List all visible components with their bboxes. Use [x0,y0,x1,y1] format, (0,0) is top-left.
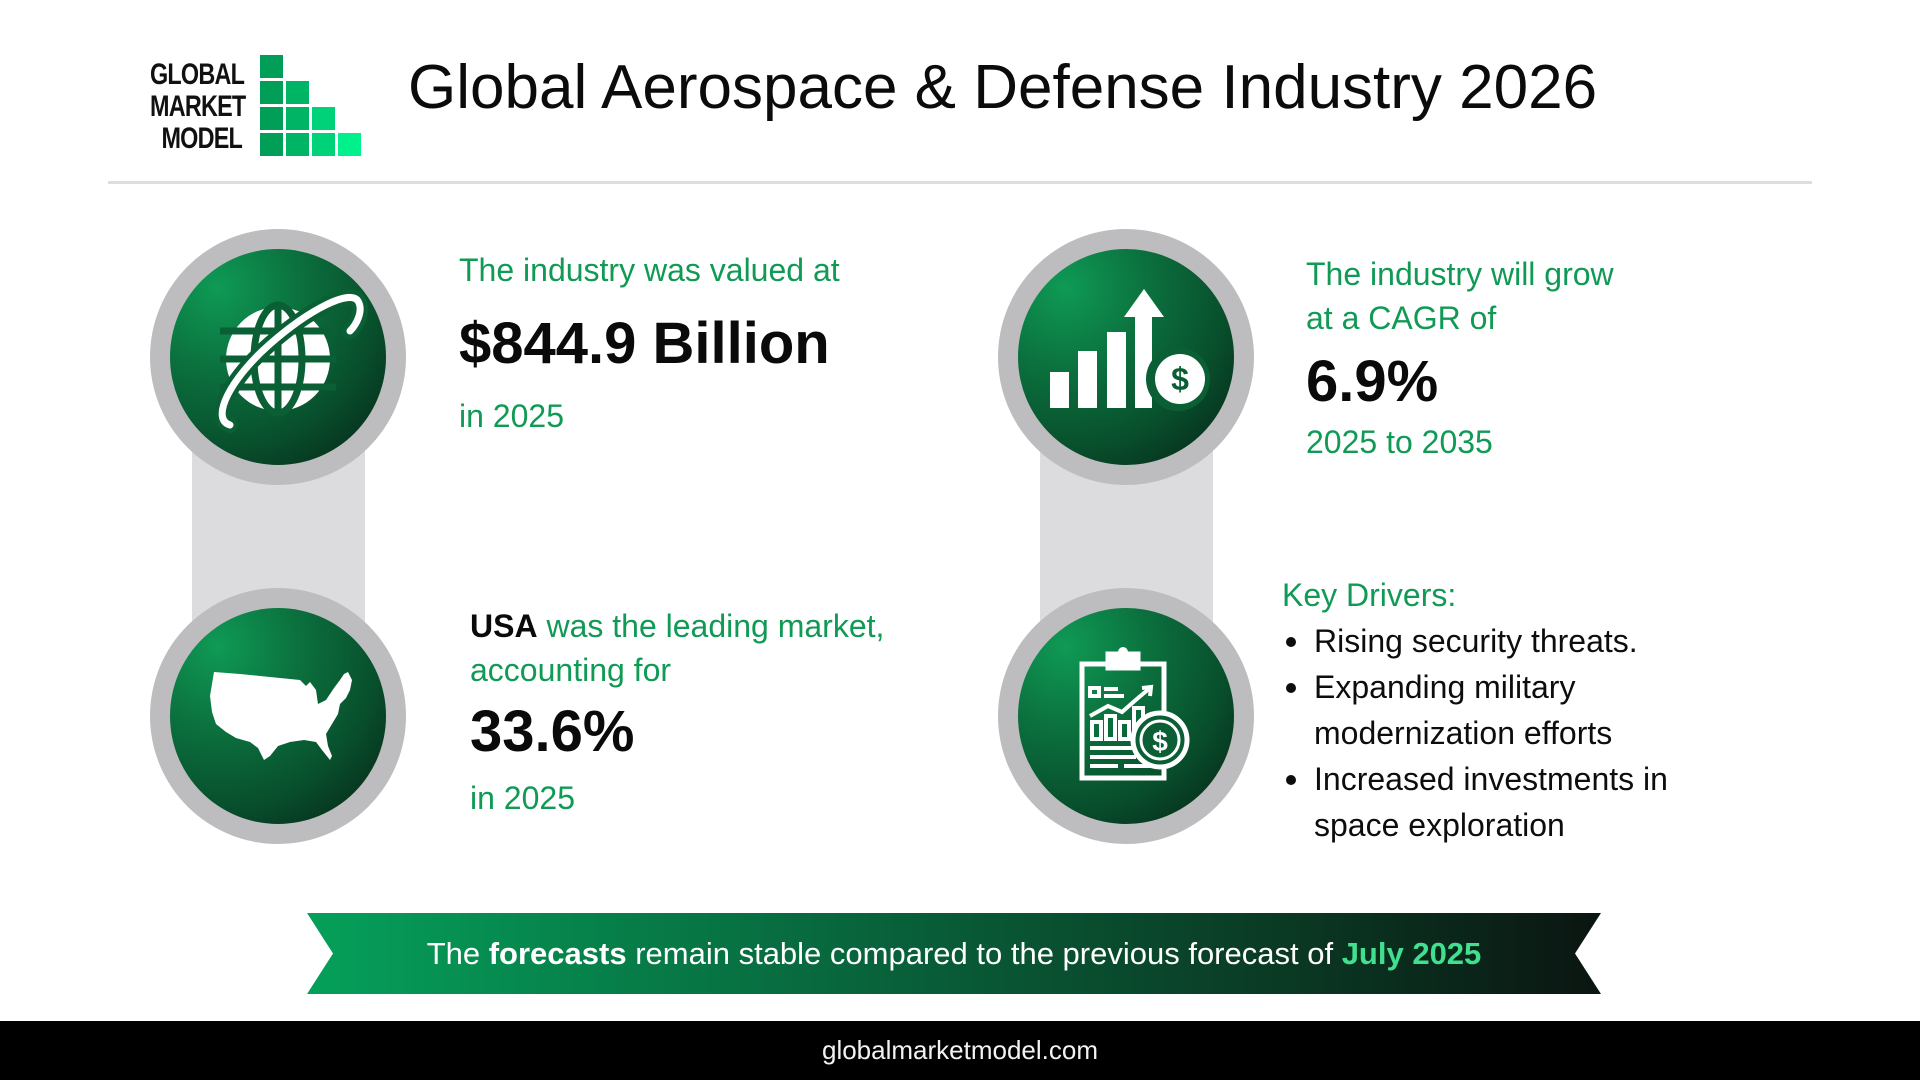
leading-market-icon-badge [150,588,406,844]
logo-line-3: MODEL [161,122,243,155]
driver-item: Rising security threats. [1282,618,1734,664]
leading-market-lead: USA was the leading market, [470,604,884,648]
leading-market-lead-rest: was the leading market, [537,608,885,644]
bullet-icon [1286,775,1296,785]
drivers-icon-badge: $ [998,588,1254,844]
footer-bar: globalmarketmodel.com [0,1021,1920,1080]
driver-text: Expanding military modernization efforts [1314,669,1613,751]
logo-line-1: GLOBAL [150,58,245,91]
ribbon-date-highlight: July 2025 [1341,936,1482,971]
header-divider [108,181,1812,184]
svg-text:$: $ [1152,726,1168,757]
bullet-icon [1286,637,1296,647]
leading-market-stat: USA was the leading market, accounting f… [470,604,884,820]
bullet-icon [1286,683,1296,693]
leading-market-lead-line-2: accounting for [470,652,672,688]
brand-logo: GLOBAL MARKET MODEL [150,55,370,165]
ribbon-middle: remain stable compared to the previous f… [626,936,1342,971]
growth-lead-line-2: at a CAGR of [1306,300,1497,336]
bar-chart-arrow-dollar-icon: $ [1050,289,1210,411]
valuation-stat: The industry was valued at $844.9 Billio… [459,248,840,438]
leading-market-share: 33.6% [470,699,635,764]
logo-wordmark: GLOBAL MARKET MODEL [150,58,246,155]
logo-line-2: MARKET [150,90,246,123]
key-drivers: Key Drivers: Rising security threats. Ex… [1282,577,1734,848]
growth-icon-badge: $ [998,229,1254,485]
driver-text: Increased investments in space explorati… [1314,761,1668,843]
valuation-icon-badge [150,229,406,485]
forecast-ribbon: The forecasts remain stable compared to … [307,913,1601,994]
key-drivers-title: Key Drivers: [1282,577,1457,613]
footer-url-link[interactable]: globalmarketmodel.com [821,1035,1098,1065]
leading-country: USA [470,608,538,644]
driver-text: Rising security threats. [1314,623,1638,659]
leading-market-year: in 2025 [470,780,575,816]
ribbon-bold-word: forecasts [488,936,627,971]
globe-orbit-icon [214,289,369,433]
valuation-lead: The industry was valued at [459,252,840,288]
page-title: Global Aerospace & Defense Industry 2026 [408,53,1598,122]
ribbon-prefix: The [426,936,489,971]
growth-period: 2025 to 2035 [1306,424,1493,460]
growth-lead-line-1: The industry will grow [1306,256,1614,292]
ribbon-banner-shape [307,913,1601,994]
growth-cagr-value: 6.9% [1306,349,1439,414]
driver-item: Increased investments in space explorati… [1282,756,1734,848]
clipboard-report-dollar-icon: $ [1079,647,1190,781]
key-drivers-list: Rising security threats. Expanding milit… [1282,618,1734,848]
forecast-note: The forecasts remain stable compared to … [307,913,1601,994]
usa-map-icon [210,672,352,760]
svg-text:$: $ [1171,361,1189,397]
growth-stat: The industry will grow at a CAGR of 6.9%… [1306,252,1614,464]
driver-item: Expanding military modernization efforts [1282,664,1674,756]
valuation-year: in 2025 [459,398,564,434]
valuation-value: $844.9 Billion [459,311,830,376]
